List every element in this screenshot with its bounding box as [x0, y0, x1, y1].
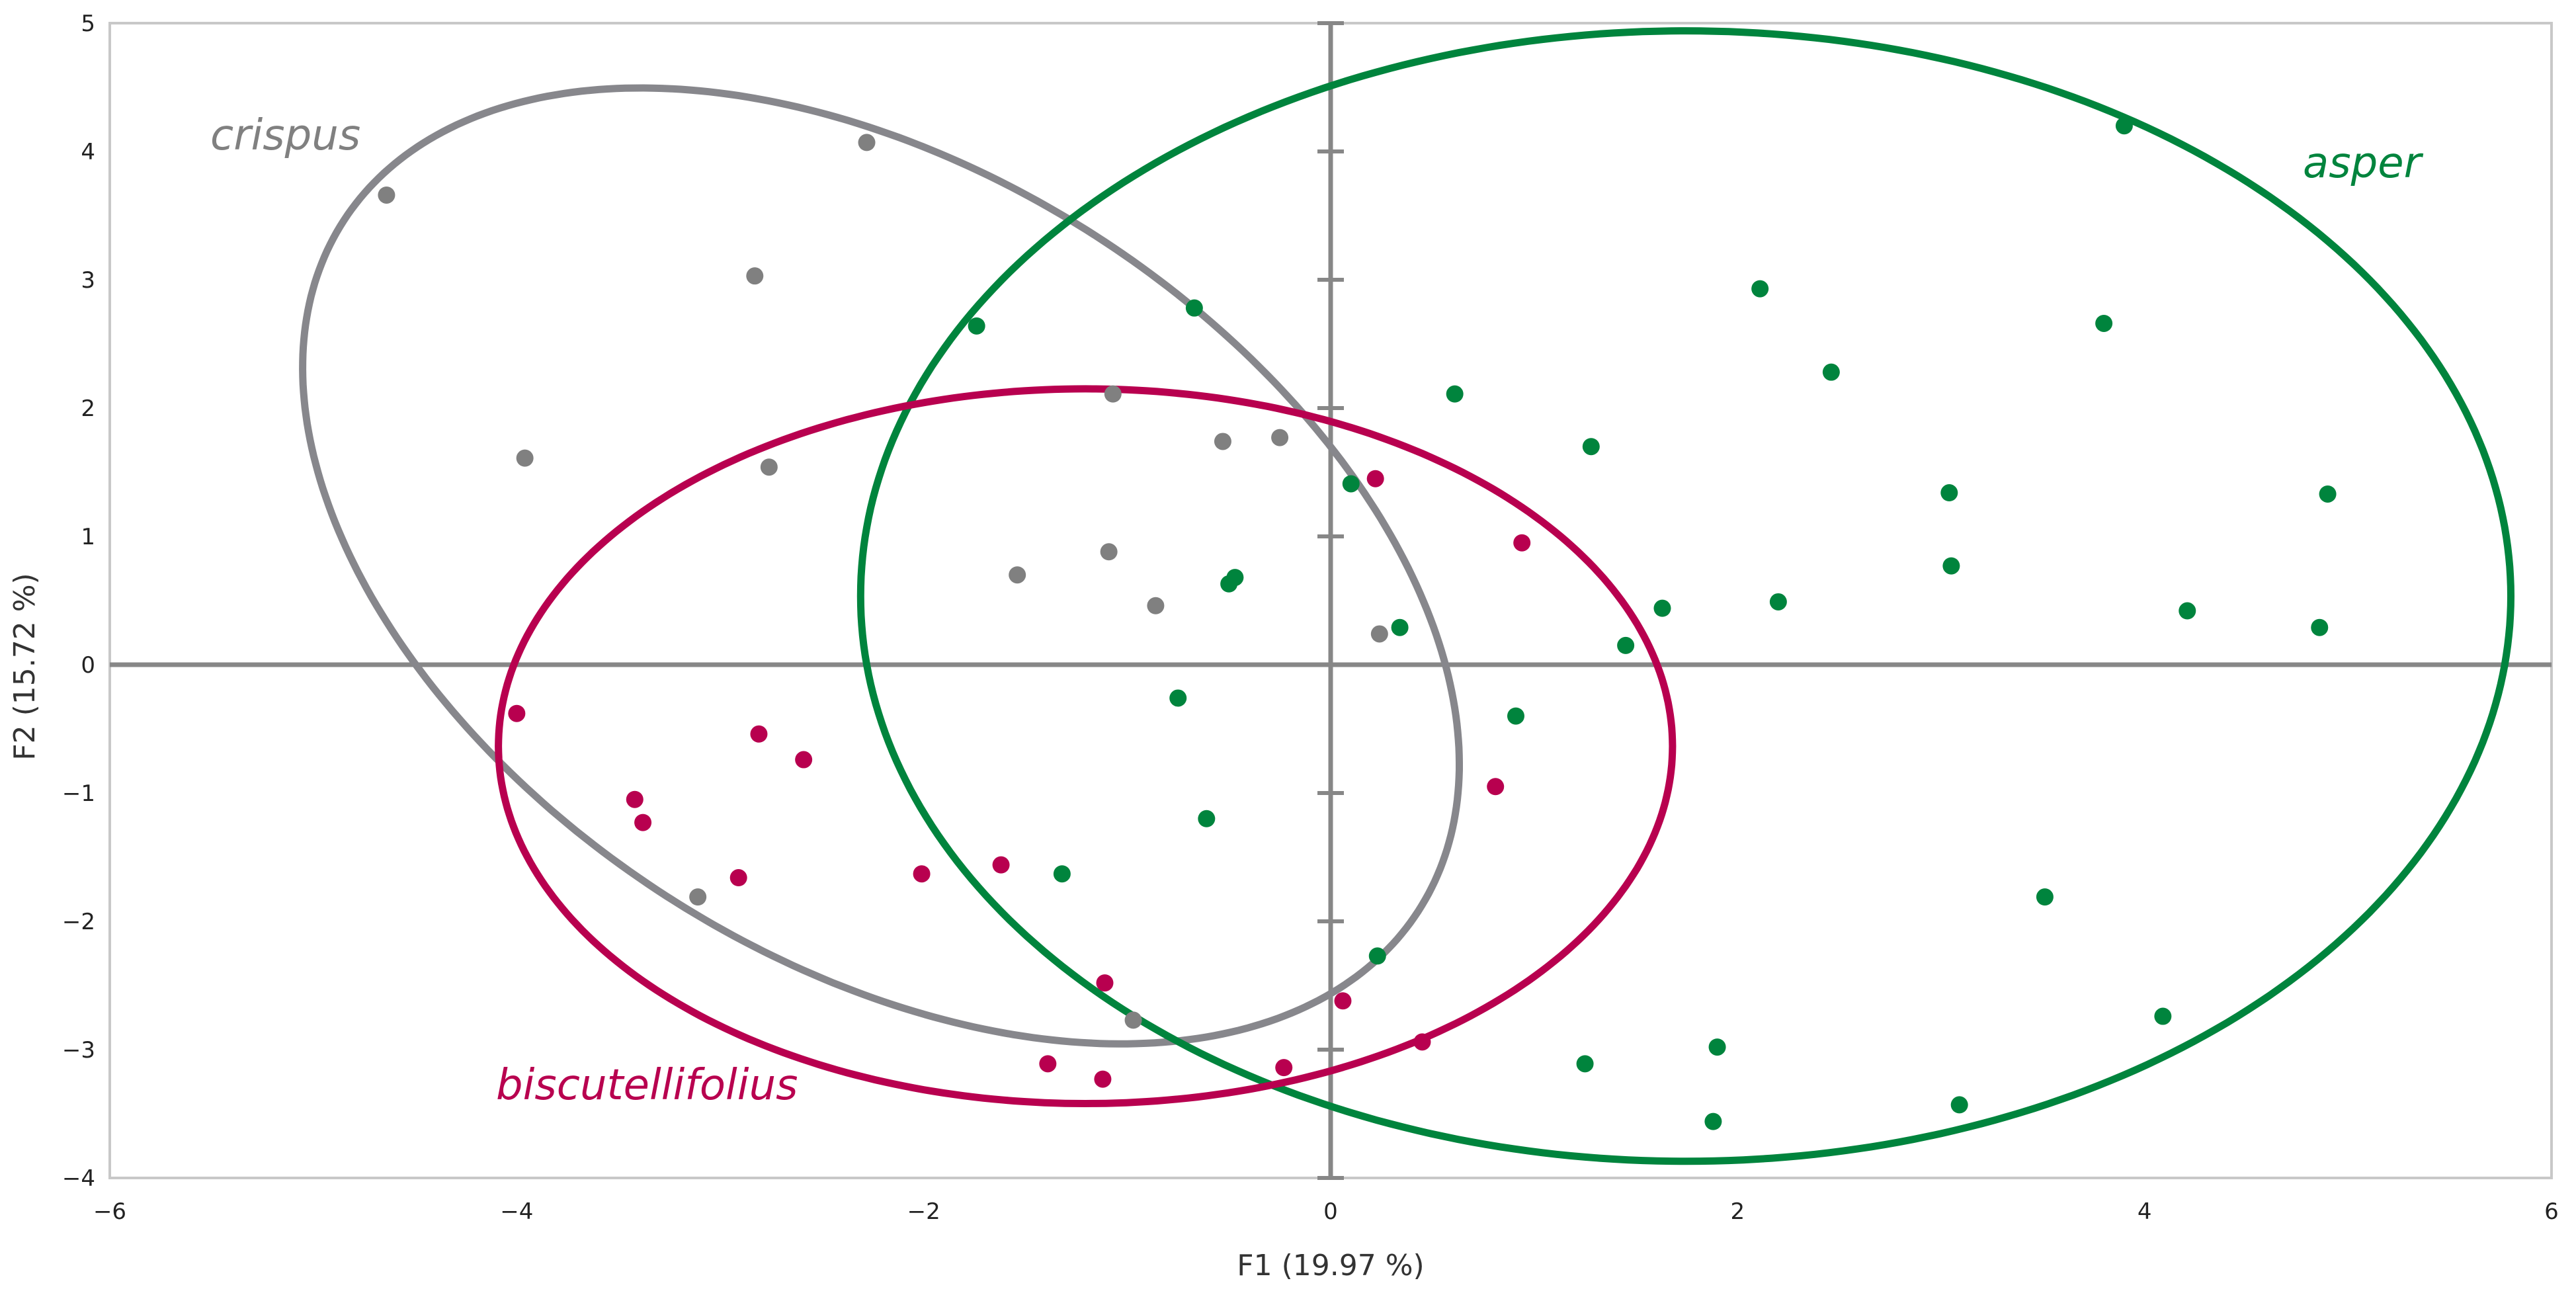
data-point	[1751, 280, 1769, 298]
confidence-ellipse	[299, 84, 1463, 1048]
data-point	[1940, 484, 1958, 502]
data-point	[2154, 1007, 2172, 1025]
data-point	[1391, 618, 1409, 636]
x-tick-label: 4	[2138, 1198, 2152, 1225]
data-point	[1366, 470, 1384, 487]
data-point	[729, 869, 747, 887]
data-point	[1275, 1059, 1293, 1077]
data-point	[516, 449, 534, 467]
data-point	[1446, 385, 1464, 403]
x-tick-label: −6	[93, 1198, 126, 1225]
data-point	[795, 751, 813, 769]
data-point	[1582, 438, 1600, 456]
data-point	[1769, 593, 1787, 610]
x-tick-label: 6	[2544, 1198, 2559, 1225]
data-point	[1704, 1112, 1722, 1130]
y-tick-label: −3	[62, 1037, 95, 1064]
data-point	[1198, 810, 1216, 827]
y-tick-label: 0	[81, 652, 95, 679]
data-point	[1009, 566, 1026, 584]
x-axis-title: F1 (19.97 %)	[1237, 1249, 1424, 1282]
y-tick-label: −4	[62, 1165, 95, 1192]
data-point	[2311, 618, 2329, 636]
data-point	[1334, 992, 1352, 1010]
confidence-ellipse	[495, 385, 1677, 1108]
data-point	[1368, 947, 1386, 965]
data-point	[1039, 1055, 1057, 1073]
data-point	[508, 704, 526, 722]
data-point	[1822, 363, 1840, 381]
y-tick-label: 4	[81, 139, 95, 165]
data-point	[746, 267, 764, 285]
data-point	[1220, 575, 1238, 593]
data-point	[1169, 689, 1187, 707]
data-point	[1370, 625, 1388, 643]
data-point	[1104, 385, 1122, 403]
data-point	[858, 134, 876, 151]
data-point	[1513, 534, 1531, 552]
data-point	[1271, 429, 1289, 446]
data-point	[1653, 599, 1671, 617]
data-point	[1708, 1038, 1726, 1056]
data-point	[1096, 974, 1114, 992]
data-point	[2319, 485, 2337, 503]
y-tick-label: 1	[81, 524, 95, 550]
data-point	[634, 814, 652, 831]
data-point	[1576, 1055, 1594, 1073]
data-point	[2179, 602, 2196, 620]
data-point	[1413, 1033, 1431, 1051]
series-label: asper	[2303, 139, 2424, 188]
data-point	[1487, 778, 1505, 796]
data-point	[689, 888, 707, 906]
data-point	[1094, 1070, 1112, 1088]
x-tick-label: −4	[500, 1198, 533, 1225]
data-point	[1214, 433, 1231, 450]
data-point	[1053, 865, 1071, 883]
data-point	[1185, 299, 1203, 317]
data-point	[2036, 888, 2054, 906]
x-tick-label: 2	[1731, 1198, 1745, 1225]
data-point	[1507, 707, 1524, 725]
data-point	[1147, 597, 1165, 614]
data-point	[1342, 475, 1360, 493]
confidence-ellipse	[856, 27, 2515, 1165]
y-axis-title: F2 (15.72 %)	[8, 573, 42, 760]
y-tick-label: −2	[62, 909, 95, 935]
data-point	[913, 865, 931, 883]
data-point	[750, 725, 768, 743]
data-point	[2115, 117, 2133, 135]
x-tick-label: −2	[907, 1198, 940, 1225]
data-point	[968, 317, 985, 335]
data-point	[1100, 543, 1118, 561]
data-point	[1617, 636, 1635, 654]
data-point	[378, 186, 395, 204]
y-tick-label: 3	[81, 267, 95, 294]
data-point	[1124, 1011, 1142, 1029]
y-tick-label: 2	[81, 396, 95, 422]
data-point	[760, 458, 778, 476]
data-point	[1942, 557, 1960, 575]
data-point	[1950, 1096, 1968, 1114]
x-tick-label: 0	[1323, 1198, 1338, 1225]
data-point	[626, 790, 644, 808]
data-point	[2095, 314, 2113, 332]
y-tick-label: −1	[62, 780, 95, 807]
series-label: crispus	[210, 111, 360, 160]
data-point	[992, 856, 1010, 874]
y-tick-label: 5	[81, 11, 95, 37]
series-label: biscutellifolius	[496, 1061, 798, 1110]
